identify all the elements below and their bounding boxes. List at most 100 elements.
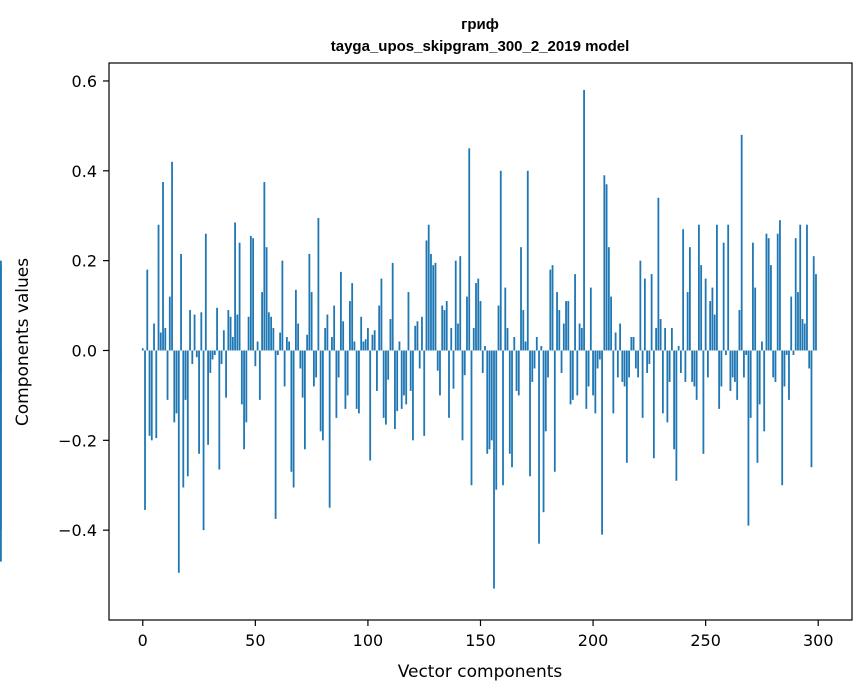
- bar: [529, 350, 531, 477]
- bar: [274, 350, 277, 519]
- bar: [673, 350, 676, 450]
- bar: [686, 292, 689, 351]
- bar: [157, 224, 160, 351]
- bar: [337, 350, 340, 378]
- bar: [150, 350, 153, 441]
- bar: [569, 350, 572, 405]
- bar: [551, 265, 554, 351]
- bar: [371, 334, 374, 351]
- bar: [292, 350, 295, 488]
- bar: [416, 321, 419, 351]
- bar: [567, 301, 570, 351]
- bar: [441, 305, 444, 351]
- bar: [171, 161, 173, 351]
- bar: [544, 350, 547, 432]
- bar: [781, 350, 784, 486]
- bar: [220, 350, 223, 364]
- bar: [596, 350, 599, 369]
- bar: [148, 350, 151, 436]
- bar: [707, 350, 709, 378]
- x-tick-label: 150: [465, 631, 496, 650]
- bar: [439, 350, 441, 396]
- bar: [263, 182, 266, 351]
- bar: [378, 305, 381, 351]
- bar: [355, 350, 358, 409]
- bar: [515, 350, 518, 391]
- bar: [312, 350, 315, 387]
- bar: [616, 350, 619, 378]
- bar: [369, 350, 372, 461]
- bar: [722, 242, 725, 351]
- y-axis: −0.4 −0.2 0.0 0.2 0.4 0.6: [58, 72, 109, 540]
- bar: [716, 224, 718, 351]
- bar: [452, 350, 455, 389]
- bar: [186, 350, 189, 477]
- bar: [335, 350, 338, 418]
- bar: [423, 350, 426, 436]
- bar: [601, 350, 603, 535]
- bar: [630, 337, 633, 351]
- bar: [283, 350, 286, 387]
- bar: [373, 330, 376, 351]
- bar: [254, 350, 257, 367]
- x-tick-label: 100: [353, 631, 384, 650]
- bar: [342, 321, 345, 351]
- bar: [725, 350, 727, 355]
- bar: [198, 350, 200, 454]
- bar: [430, 253, 432, 351]
- y-tick-label: −0.2: [58, 431, 97, 450]
- bar: [709, 301, 712, 351]
- chart-subtitle: tayga_upos_skipgram_300_2_2019 model: [331, 38, 630, 55]
- x-axis: 0 50 100 150 200 250 300: [138, 620, 834, 650]
- bar: [434, 262, 437, 351]
- bar: [587, 350, 590, 387]
- bar: [700, 265, 703, 351]
- bar: [285, 337, 288, 351]
- bar: [184, 350, 187, 400]
- bar: [362, 341, 365, 351]
- bar: [562, 323, 565, 351]
- chart-title: гриф: [461, 16, 499, 33]
- bar: [448, 350, 450, 418]
- bar: [792, 350, 795, 355]
- bar: [146, 269, 149, 351]
- bar: [225, 350, 227, 398]
- bar: [189, 310, 191, 351]
- bar: [202, 350, 205, 531]
- bar: [585, 350, 588, 409]
- bar: [774, 350, 777, 382]
- bar: [718, 350, 721, 409]
- bar: [556, 292, 558, 351]
- bar: [265, 247, 268, 351]
- bar: [648, 350, 651, 364]
- bar: [691, 350, 694, 382]
- bar: [553, 350, 556, 472]
- bar: [400, 350, 403, 409]
- bar: [565, 301, 567, 351]
- bar: [376, 350, 378, 391]
- bar: [799, 224, 802, 351]
- bar: [484, 345, 486, 351]
- bar: [252, 238, 254, 351]
- bar: [623, 350, 626, 387]
- bar: [547, 350, 549, 378]
- bar: [758, 350, 761, 405]
- bar: [0, 265, 2, 351]
- bar: [279, 332, 282, 351]
- bar: [682, 229, 685, 351]
- bar: [520, 247, 522, 351]
- bar: [598, 350, 601, 360]
- bar: [734, 350, 736, 382]
- bar: [637, 350, 640, 378]
- bar: [727, 224, 730, 351]
- bar: [306, 334, 309, 351]
- bar: [256, 341, 259, 351]
- bar: [526, 170, 529, 351]
- bar: [164, 328, 167, 351]
- bar: [783, 350, 786, 387]
- bar: [806, 224, 808, 351]
- bar: [382, 350, 385, 418]
- bar: [227, 310, 230, 351]
- bar: [506, 328, 509, 351]
